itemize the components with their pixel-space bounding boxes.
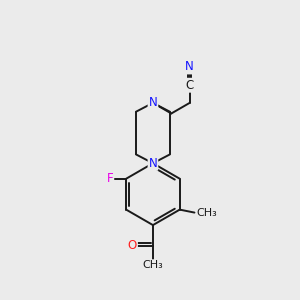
Text: CH₃: CH₃ <box>197 208 218 218</box>
Text: O: O <box>128 239 137 252</box>
Text: C: C <box>185 79 194 92</box>
Text: N: N <box>148 96 157 110</box>
Text: N: N <box>185 61 194 74</box>
Text: F: F <box>107 172 113 185</box>
Text: N: N <box>148 157 157 170</box>
Text: CH₃: CH₃ <box>142 260 163 270</box>
